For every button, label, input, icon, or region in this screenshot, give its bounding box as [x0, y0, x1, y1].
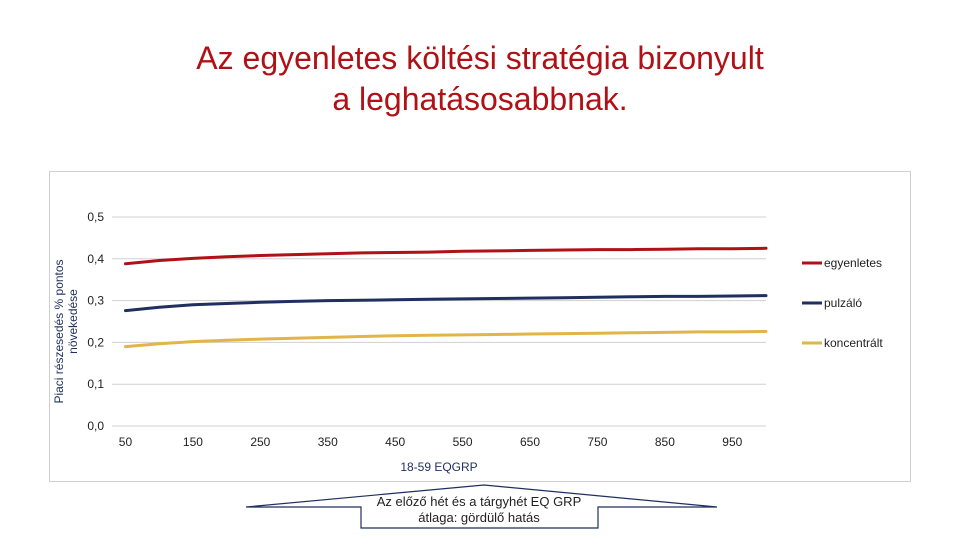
chart-frame: 0,0 0,1 0,2 0,3 0,4 0,5 50 150 250 350 450 550 650 75… [49, 171, 911, 482]
y-tick-label: 0,4 [87, 252, 104, 266]
x-tick-label: 150 [183, 435, 203, 449]
x-tick-label: 50 [119, 435, 133, 449]
series-line-pulzáló [124, 294, 768, 313]
legend-label: pulzáló [824, 296, 862, 310]
x-tick-label: 950 [722, 435, 742, 449]
callout-text: Az előző hét és a tárgyhét EQ GRP átlaga… [361, 494, 597, 526]
x-tick-label: 550 [453, 435, 473, 449]
slide-title: Az egyenletes költési stratégia bizonyul… [0, 38, 960, 120]
series-line-egyenletes [124, 246, 768, 266]
x-tick-label: 250 [250, 435, 270, 449]
x-axis-title: 18-59 EQGRP [400, 460, 477, 474]
y-tick-label: 0,1 [87, 377, 104, 391]
y-axis-title-line-1: Piaci részesedés % pontos [52, 259, 66, 403]
series-line-koncentrált [124, 330, 768, 349]
slide-title-line-2: a leghatásosabbnak. [332, 81, 628, 117]
x-tick-label: 350 [318, 435, 338, 449]
x-tick-label: 750 [587, 435, 607, 449]
y-tick-label: 0,2 [87, 335, 104, 349]
x-tick-label: 850 [655, 435, 675, 449]
x-tick-label: 650 [520, 435, 540, 449]
legend-label: egyenletes [824, 256, 882, 270]
y-tick-label: 0,0 [87, 419, 104, 433]
x-tick-label: 450 [385, 435, 405, 449]
callout-line-2: átlaga: gördülő hatás [418, 510, 540, 525]
line-chart: 0,0 0,1 0,2 0,3 0,4 0,5 50 150 250 350 450 550 650 75… [52, 210, 883, 474]
y-tick-label: 0,3 [87, 294, 104, 308]
y-axis-title-line-2: növekedése [66, 289, 80, 354]
y-tick-label: 0,5 [87, 210, 104, 224]
legend-label: koncentrált [824, 336, 883, 350]
callout-line-1: Az előző hét és a tárgyhét EQ GRP [376, 494, 582, 509]
slide-title-line-1: Az egyenletes költési stratégia bizonyul… [196, 40, 764, 76]
